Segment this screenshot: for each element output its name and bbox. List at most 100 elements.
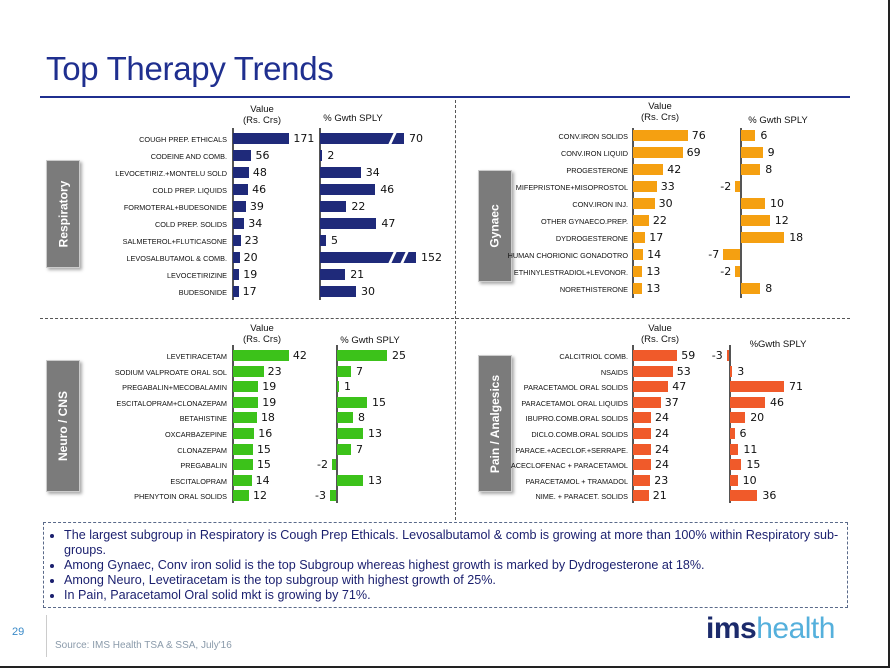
category-label: DICLO.COMB.ORAL SOLIDS	[531, 430, 628, 439]
category-label: ETHINYLESTRADIOL+LEVONOR.	[513, 268, 628, 277]
value-bar	[633, 474, 651, 486]
growth-bar	[741, 198, 765, 209]
category-label: PARACETAMOL + TRAMADOL	[525, 476, 628, 486]
category-label: ESCITALOPRAM+CLONAZEPAM	[116, 398, 227, 408]
value-label: 13	[646, 282, 661, 295]
category-label: IBUPRO.COMB.ORAL SOLIDS	[525, 414, 628, 424]
value-bar	[633, 266, 643, 277]
growth-label: -3	[711, 349, 723, 362]
category-label: LEVOCETIRIZINE	[166, 271, 227, 280]
value-axis	[632, 345, 634, 503]
value-bar	[233, 412, 257, 424]
growth-bar	[320, 286, 356, 297]
growth-label: 13	[368, 473, 382, 487]
growth-label: 46	[380, 183, 395, 196]
value-bar	[233, 350, 289, 361]
growth-label: 6	[760, 129, 768, 142]
growth-bar	[735, 266, 740, 277]
growth-label: 34	[365, 166, 380, 179]
growth-bar	[337, 474, 363, 486]
category-label: CONV.IRON SOLIDS	[558, 132, 628, 141]
growth-bar	[320, 218, 377, 229]
growth-axis	[336, 345, 338, 503]
growth-label: 12	[774, 214, 789, 227]
growth-axis	[319, 128, 321, 300]
value-label: 59	[681, 349, 696, 362]
growth-bar	[730, 428, 735, 439]
section-label: Neuro / CNS	[46, 360, 80, 492]
value-label: 22	[652, 214, 667, 227]
value-label: 15	[256, 442, 271, 456]
category-label: LEVETIRACETAM	[166, 352, 227, 361]
growth-label: 30	[361, 285, 375, 298]
growth-label: 70	[409, 132, 423, 145]
value-bar	[233, 381, 259, 393]
category-label: NSAIDS	[600, 367, 628, 377]
growth-bar	[741, 130, 756, 141]
note-item: In Pain, Paracetamol Oral solid mkt is g…	[64, 588, 839, 603]
value-bar	[233, 167, 249, 178]
growth-bar	[320, 133, 404, 144]
growth-bar	[726, 350, 729, 361]
growth-bar	[337, 350, 387, 361]
growth-bar	[730, 412, 746, 424]
growth-label: 8	[765, 282, 773, 295]
growth-axis	[729, 345, 731, 503]
growth-axis	[740, 128, 742, 298]
title-divider	[40, 96, 850, 98]
growth-label: 7	[356, 364, 363, 378]
value-bar	[633, 215, 649, 226]
value-bar	[633, 283, 643, 294]
growth-bar	[320, 150, 323, 161]
value-bar	[233, 443, 253, 455]
category-label: PREGABALIN	[180, 461, 227, 471]
category-label: ESCITALOPRAM	[170, 476, 227, 486]
growth-header: % Gwth SPLY	[340, 335, 400, 346]
growth-bar	[337, 365, 351, 377]
value-label: 24	[655, 427, 669, 440]
growth-bar	[730, 381, 784, 393]
value-bar	[633, 181, 657, 192]
value-bar	[633, 412, 651, 424]
value-label: 17	[649, 231, 664, 244]
value-label: 24	[655, 442, 669, 456]
note-item: The largest subgroup in Respiratory is C…	[64, 528, 839, 558]
growth-label: 10	[770, 197, 784, 210]
growth-bar	[320, 184, 376, 195]
value-label: 34	[248, 217, 263, 230]
category-label: OTHER GYNAECO.PREP.	[540, 217, 628, 226]
value-label: 76	[691, 129, 706, 142]
growth-label: -2	[317, 458, 328, 472]
growth-bar	[320, 167, 361, 178]
category-label: PARACE.+ACECLOF.+SERRAPE.	[515, 445, 628, 455]
value-label: 13	[646, 265, 661, 278]
category-label: PARACETAMOL ORAL SOLIDS	[523, 383, 628, 393]
category-label: PARACETAMOL ORAL LIQUIDS	[521, 398, 628, 408]
growth-bar	[741, 147, 763, 158]
value-label: 37	[664, 395, 679, 409]
growth-label: 5	[331, 234, 338, 247]
growth-bar	[723, 249, 740, 260]
value-label: 171	[293, 132, 315, 145]
value-label: 24	[655, 458, 669, 472]
value-bar	[233, 396, 259, 408]
value-bar	[633, 164, 664, 175]
value-label: 48	[252, 166, 267, 179]
category-label: CALCITRIOL COMB.	[559, 352, 628, 361]
value-label: 19	[262, 380, 277, 394]
note-item: Among Neuro, Levetiracetam is the top su…	[64, 573, 839, 588]
value-bar	[633, 490, 649, 502]
category-label: SODIUM VALPROATE ORAL SOL	[114, 367, 227, 377]
category-label: PROGESTERONE	[566, 166, 628, 175]
growth-label: 1	[344, 380, 351, 394]
category-label: CLONAZEPAM	[177, 445, 227, 455]
growth-bar	[741, 164, 761, 175]
growth-bar	[741, 283, 761, 294]
value-bar	[633, 198, 655, 209]
growth-label: 21	[350, 268, 365, 281]
growth-label: -7	[708, 248, 720, 261]
category-label: PHENYTOIN ORAL SOLIDS	[134, 492, 227, 502]
growth-bar	[332, 459, 336, 471]
value-bar	[233, 218, 245, 229]
